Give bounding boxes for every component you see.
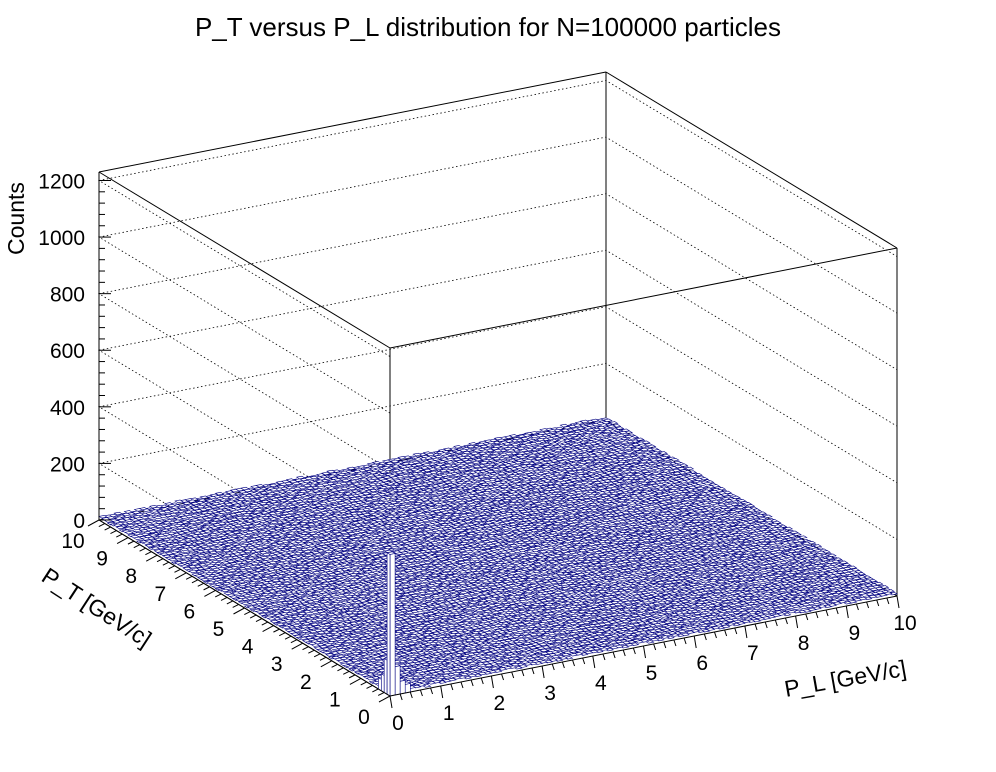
lego-bar: [615, 445, 626, 449]
lego-bar: [549, 442, 560, 446]
lego-bar: [611, 439, 622, 444]
lego-bar: [598, 423, 609, 427]
lego-bar: [646, 444, 657, 448]
lego-bar: [555, 434, 566, 438]
lego-bar: [579, 452, 590, 456]
lego-bar: [519, 436, 530, 441]
lego-bar: [593, 452, 603, 456]
lego-bar: [662, 461, 673, 466]
lego-bar: [606, 424, 617, 428]
frame-edge-2: [98, 71, 607, 173]
lego-bar: [476, 442, 486, 447]
z-gridline-4: [97, 193, 898, 471]
lego-bar: [608, 433, 618, 437]
lego-bar: [518, 444, 528, 448]
lego-bar: [571, 436, 582, 440]
lego-bar: [606, 452, 616, 456]
lego-bar: [614, 452, 624, 457]
lego-bar: [661, 458, 672, 462]
lego-bar: [568, 433, 579, 438]
lego-bar: [492, 444, 502, 449]
lego-bar: [585, 423, 596, 427]
lego-bar: [559, 423, 570, 428]
lego-bar: [633, 445, 644, 449]
lego-bar: [643, 454, 653, 458]
lego-bar: [635, 441, 646, 445]
lego-bar: [542, 446, 552, 451]
lego-bar: [669, 457, 680, 462]
lego-bar: [584, 430, 594, 435]
lego-bar: [502, 442, 513, 446]
lego-bar: [622, 453, 632, 458]
lego-bar: [602, 418, 613, 423]
lego-bar: [673, 464, 684, 469]
lego-bar: [572, 440, 583, 444]
lego-bar: [595, 433, 605, 437]
lego-bar: [553, 448, 563, 453]
z-gridline-5: [97, 136, 898, 414]
lego-bar: [547, 429, 557, 433]
z-gridline-3: [97, 249, 898, 527]
lego-bar: [534, 445, 544, 450]
lego-bars: [98, 417, 898, 697]
lego-bar: [560, 428, 570, 433]
lego-bar: [627, 436, 637, 440]
lego-bar: [635, 437, 645, 441]
lego-bar: [600, 437, 611, 442]
frame-edge-11: [389, 247, 898, 349]
lego-bar: [616, 433, 626, 438]
lego-bar: [556, 438, 567, 442]
lego-bar: [618, 430, 628, 435]
lego-bar: [596, 425, 607, 430]
lego-bar: [468, 442, 478, 446]
lego-bar: [624, 450, 634, 455]
lego-bar: [639, 447, 650, 452]
lego-bar: [510, 442, 521, 447]
lego-bar: [529, 434, 540, 439]
lego-bar: [579, 419, 590, 424]
lego-bar: [631, 447, 642, 452]
chart-title: P_T versus P_L distribution for N=100000…: [195, 12, 781, 42]
lego-bar: [583, 426, 594, 430]
lego-bar: [569, 450, 579, 454]
lego-bar: [608, 421, 619, 425]
lego-bar: [638, 459, 649, 464]
lego-bar: [539, 428, 549, 432]
lego-bar: [484, 443, 494, 447]
lego-bar: [519, 448, 529, 453]
lego-bar: [516, 434, 527, 438]
lego-bar: [659, 455, 669, 460]
lego-bar: [586, 428, 597, 432]
lego-bar: [635, 453, 645, 457]
lego-bar: [479, 444, 489, 449]
lego-bar: [566, 452, 577, 457]
frame-edge-6: [605, 71, 898, 249]
lego-bar: [630, 442, 641, 447]
frame-edge-10: [98, 171, 391, 349]
lego-bar: [523, 442, 534, 447]
lego-bar: [619, 440, 630, 444]
lego-bar: [648, 458, 659, 462]
lego-bar: [567, 424, 578, 429]
lego-bar: [623, 446, 634, 451]
lego-bar: [583, 442, 594, 447]
lego-bar: [587, 453, 598, 458]
lego-bar: [596, 442, 607, 446]
lego-bar: [589, 446, 600, 450]
lego-bar: [658, 451, 668, 455]
lego-bar: [582, 433, 592, 437]
lego-bar: [602, 429, 613, 434]
lego-bar: [535, 437, 546, 442]
z-gridline-6: [97, 80, 898, 357]
lego-bar: [562, 426, 573, 430]
lego-bar: [640, 456, 651, 461]
lego-bar: [604, 443, 615, 447]
